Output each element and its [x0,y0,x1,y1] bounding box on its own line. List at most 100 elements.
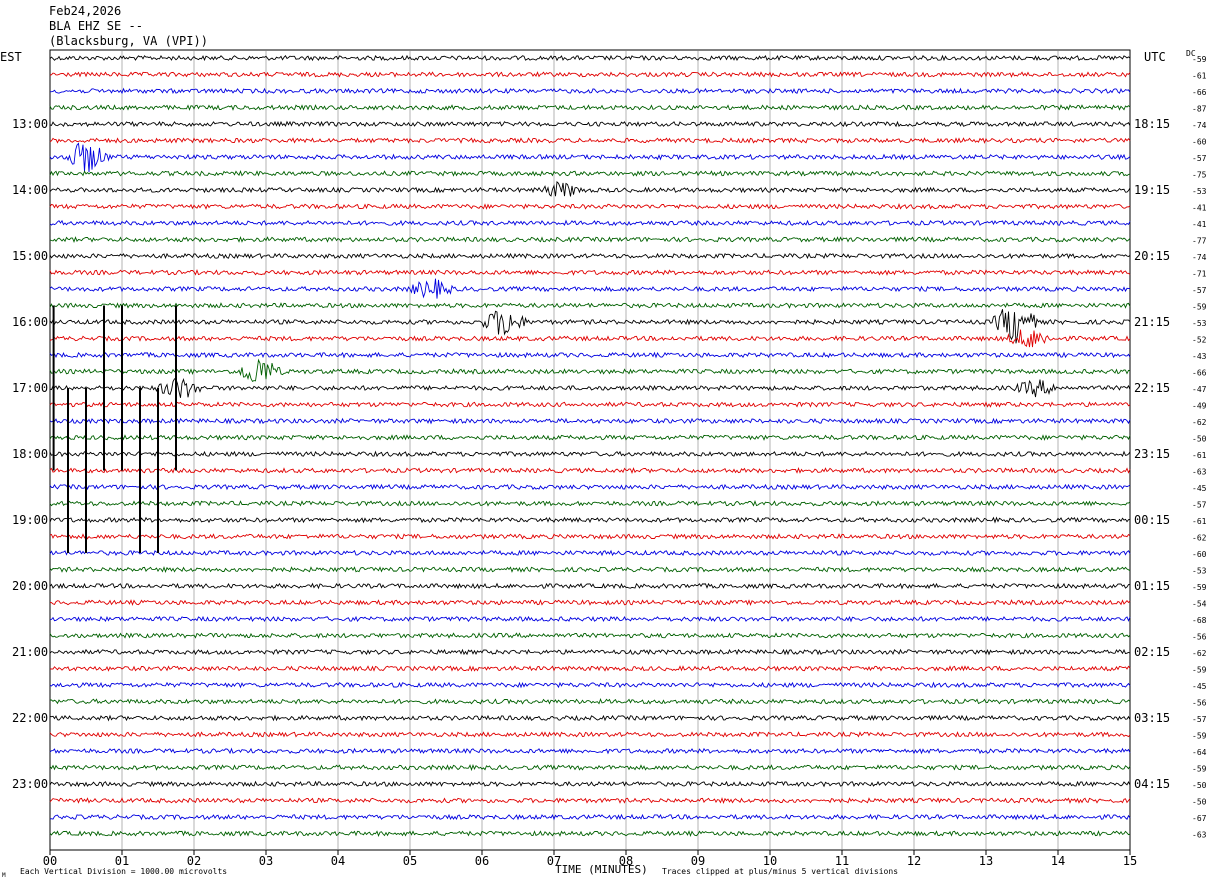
utc-hour-label: 01:15 [1134,579,1170,593]
seismic-trace [49,764,1131,772]
clip-note: Traces clipped at plus/minus 5 vertical … [662,867,899,876]
utc-hour-label: 00:15 [1134,513,1170,527]
x-tick-label: 05 [403,854,417,868]
seismic-trace [49,170,1131,177]
seismic-trace [49,780,1131,788]
x-tick-label: 11 [835,854,849,868]
est-hour-label: 21:00 [12,645,48,659]
est-hour-label: 14:00 [12,183,48,197]
dc-offset-label: -54 [1192,600,1207,609]
corner-mark: M [2,872,6,879]
seismic-trace [49,665,1131,672]
dc-offset-label: -45 [1192,682,1207,691]
location-label: (Blacksburg, VA (VPI)) [49,34,208,48]
utc-hour-label: 03:15 [1134,711,1170,725]
dc-offset-label: -53 [1192,319,1207,328]
seismic-trace [49,236,1131,243]
seismic-trace [49,120,1131,128]
dc-offset-label: -64 [1192,748,1207,757]
x-tick-label: 00 [43,854,57,868]
seismic-trace [49,483,1131,491]
est-hour-label: 15:00 [12,249,48,263]
right-timezone-label: UTC [1144,50,1166,64]
x-tick-label: 06 [475,854,489,868]
seismic-trace [49,358,1131,383]
seismic-trace [49,252,1131,260]
utc-hour-label: 22:15 [1134,381,1170,395]
dc-offset-label: -57 [1192,501,1207,510]
seismic-trace [49,351,1131,359]
utc-hour-label: 21:15 [1134,315,1170,329]
dc-offset-label: -43 [1192,352,1207,361]
seismic-trace [49,813,1131,821]
seismic-trace [49,378,1131,398]
dc-offset-label: -75 [1192,171,1207,180]
dc-offset-label: -53 [1192,187,1207,196]
est-hour-label: 19:00 [12,513,48,527]
dc-offset-label: -53 [1192,567,1207,576]
seismic-trace [49,467,1131,474]
seismic-trace [49,450,1131,458]
x-axis-title: TIME (MINUTES) [555,863,648,876]
x-tick-label: 04 [331,854,345,868]
utc-hour-label: 20:15 [1134,249,1170,263]
dc-offset-label: -60 [1192,138,1207,147]
x-tick-label: 13 [979,854,993,868]
dc-offset-label: -61 [1192,72,1207,81]
est-hour-label: 22:00 [12,711,48,725]
dc-offset-label: -74 [1192,121,1207,130]
dc-offset-label: -50 [1192,781,1207,790]
seismic-trace [49,203,1131,210]
left-timezone-label: EST [0,50,22,64]
utc-hour-label: 19:15 [1134,183,1170,197]
seismic-trace [49,747,1131,755]
scale-note: Each Vertical Division = 1000.00 microvo… [20,867,228,876]
dc-offset-label: -67 [1192,814,1207,823]
seismic-trace [49,54,1131,62]
x-tick-label: 14 [1051,854,1065,868]
dc-offset-label: -61 [1192,451,1207,460]
est-hour-label: 17:00 [12,381,48,395]
plot-frame [49,49,1131,851]
utc-hour-label: 23:15 [1134,447,1170,461]
dc-offset-label: -56 [1192,633,1207,642]
est-hour-label: 16:00 [12,315,48,329]
seismic-trace [50,599,1131,607]
dc-offset-label: -62 [1192,649,1207,658]
seismic-trace [49,180,1131,197]
seismic-trace [49,434,1131,441]
dc-offset-label: -60 [1192,550,1207,559]
dc-offset-label: -66 [1192,88,1207,97]
dc-offset-label: -74 [1192,253,1207,262]
seismic-trace [49,648,1131,656]
seismic-trace [49,566,1131,574]
seismic-trace [49,533,1131,540]
seismic-trace [49,417,1131,425]
seismic-trace [49,797,1131,805]
dc-offset-label: -71 [1192,270,1207,279]
x-tick-label: 10 [763,854,777,868]
seismic-trace [49,549,1131,557]
dc-offset-label: -87 [1192,105,1207,114]
dc-offset-label: -63 [1192,831,1207,840]
seismic-trace [49,681,1131,689]
seismic-trace [49,401,1131,408]
seismic-trace [49,219,1131,227]
seismic-trace [49,499,1131,507]
seismic-trace [49,615,1131,623]
x-tick-label: 15 [1123,854,1137,868]
seismic-trace [49,714,1131,722]
utc-hour-label: 02:15 [1134,645,1170,659]
seismic-trace [49,302,1131,309]
station-label: BLA EHZ SE -- [49,19,143,33]
dc-offset-label: -59 [1192,666,1207,675]
dc-offset-label: -62 [1192,418,1207,427]
seismic-trace [49,582,1130,590]
x-tick-label: 09 [691,854,705,868]
dc-offset-label: -49 [1192,402,1207,411]
utc-hour-label: 04:15 [1134,777,1170,791]
x-tick-label: 03 [259,854,273,868]
x-tick-label: 07 [547,854,561,868]
seismic-trace [49,632,1131,639]
header: Feb24,2026 BLA EHZ SE -- (Blacksburg, VA… [49,4,208,49]
